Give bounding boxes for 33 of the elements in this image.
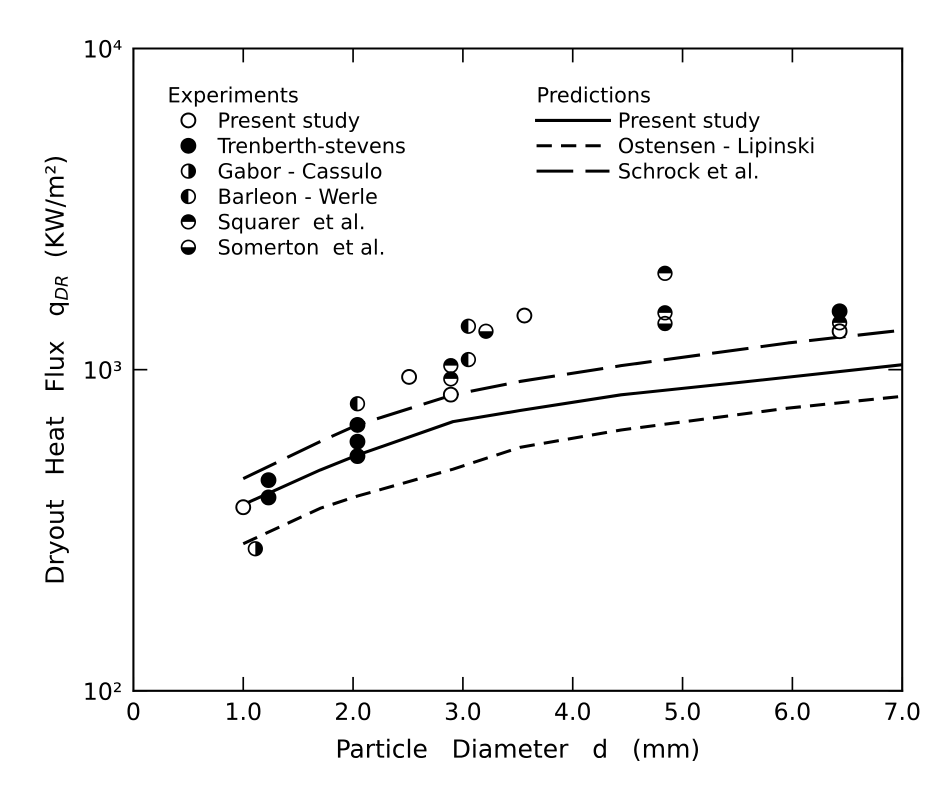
x-tick-label: 5.0 [666,702,700,720]
point [516,308,532,324]
point [350,434,366,450]
point [260,472,276,488]
x-axis-title: Particle Diameter d (mm) [338,738,698,761]
legend-label: Schrock et al. [619,162,758,179]
point [401,369,418,385]
y-tick-label: 10³ [85,361,122,379]
x-tick-label: 1.0 [227,702,260,720]
point [350,448,366,464]
x-tick-label: 7.0 [885,702,920,720]
point [235,499,252,516]
x-tick-label: 2.0 [336,702,370,720]
x-tick-label: 3.0 [446,702,480,720]
y-tick-label: 10⁴ [85,40,122,58]
x-tick-label: 4.0 [555,702,590,720]
text: Predictions [538,86,650,103]
y-axis-title: Dryout Heat Flux q$_{DR}$ (KW/m²) [44,157,69,582]
text: Experiments [170,86,298,107]
legend-label: Trenberth-stevens [217,137,405,154]
legend-label: Gabor - Cassulo [218,162,382,179]
x-tick-label: 6.0 [775,702,810,720]
legend-label: Somerton et al. [218,238,384,255]
legend-label: Ostensen - Lipinski [618,137,814,158]
legend-label: Barleon - Werle [220,188,377,204]
legend-label: Squarer et al. [218,213,364,234]
x-tick-label: 0 [127,702,140,720]
point [350,416,366,433]
point [442,386,459,403]
point [260,490,276,506]
y-tick-label: 10² [85,682,121,700]
legend-label: Present study [620,112,760,132]
legend-label: Present study [220,112,360,132]
